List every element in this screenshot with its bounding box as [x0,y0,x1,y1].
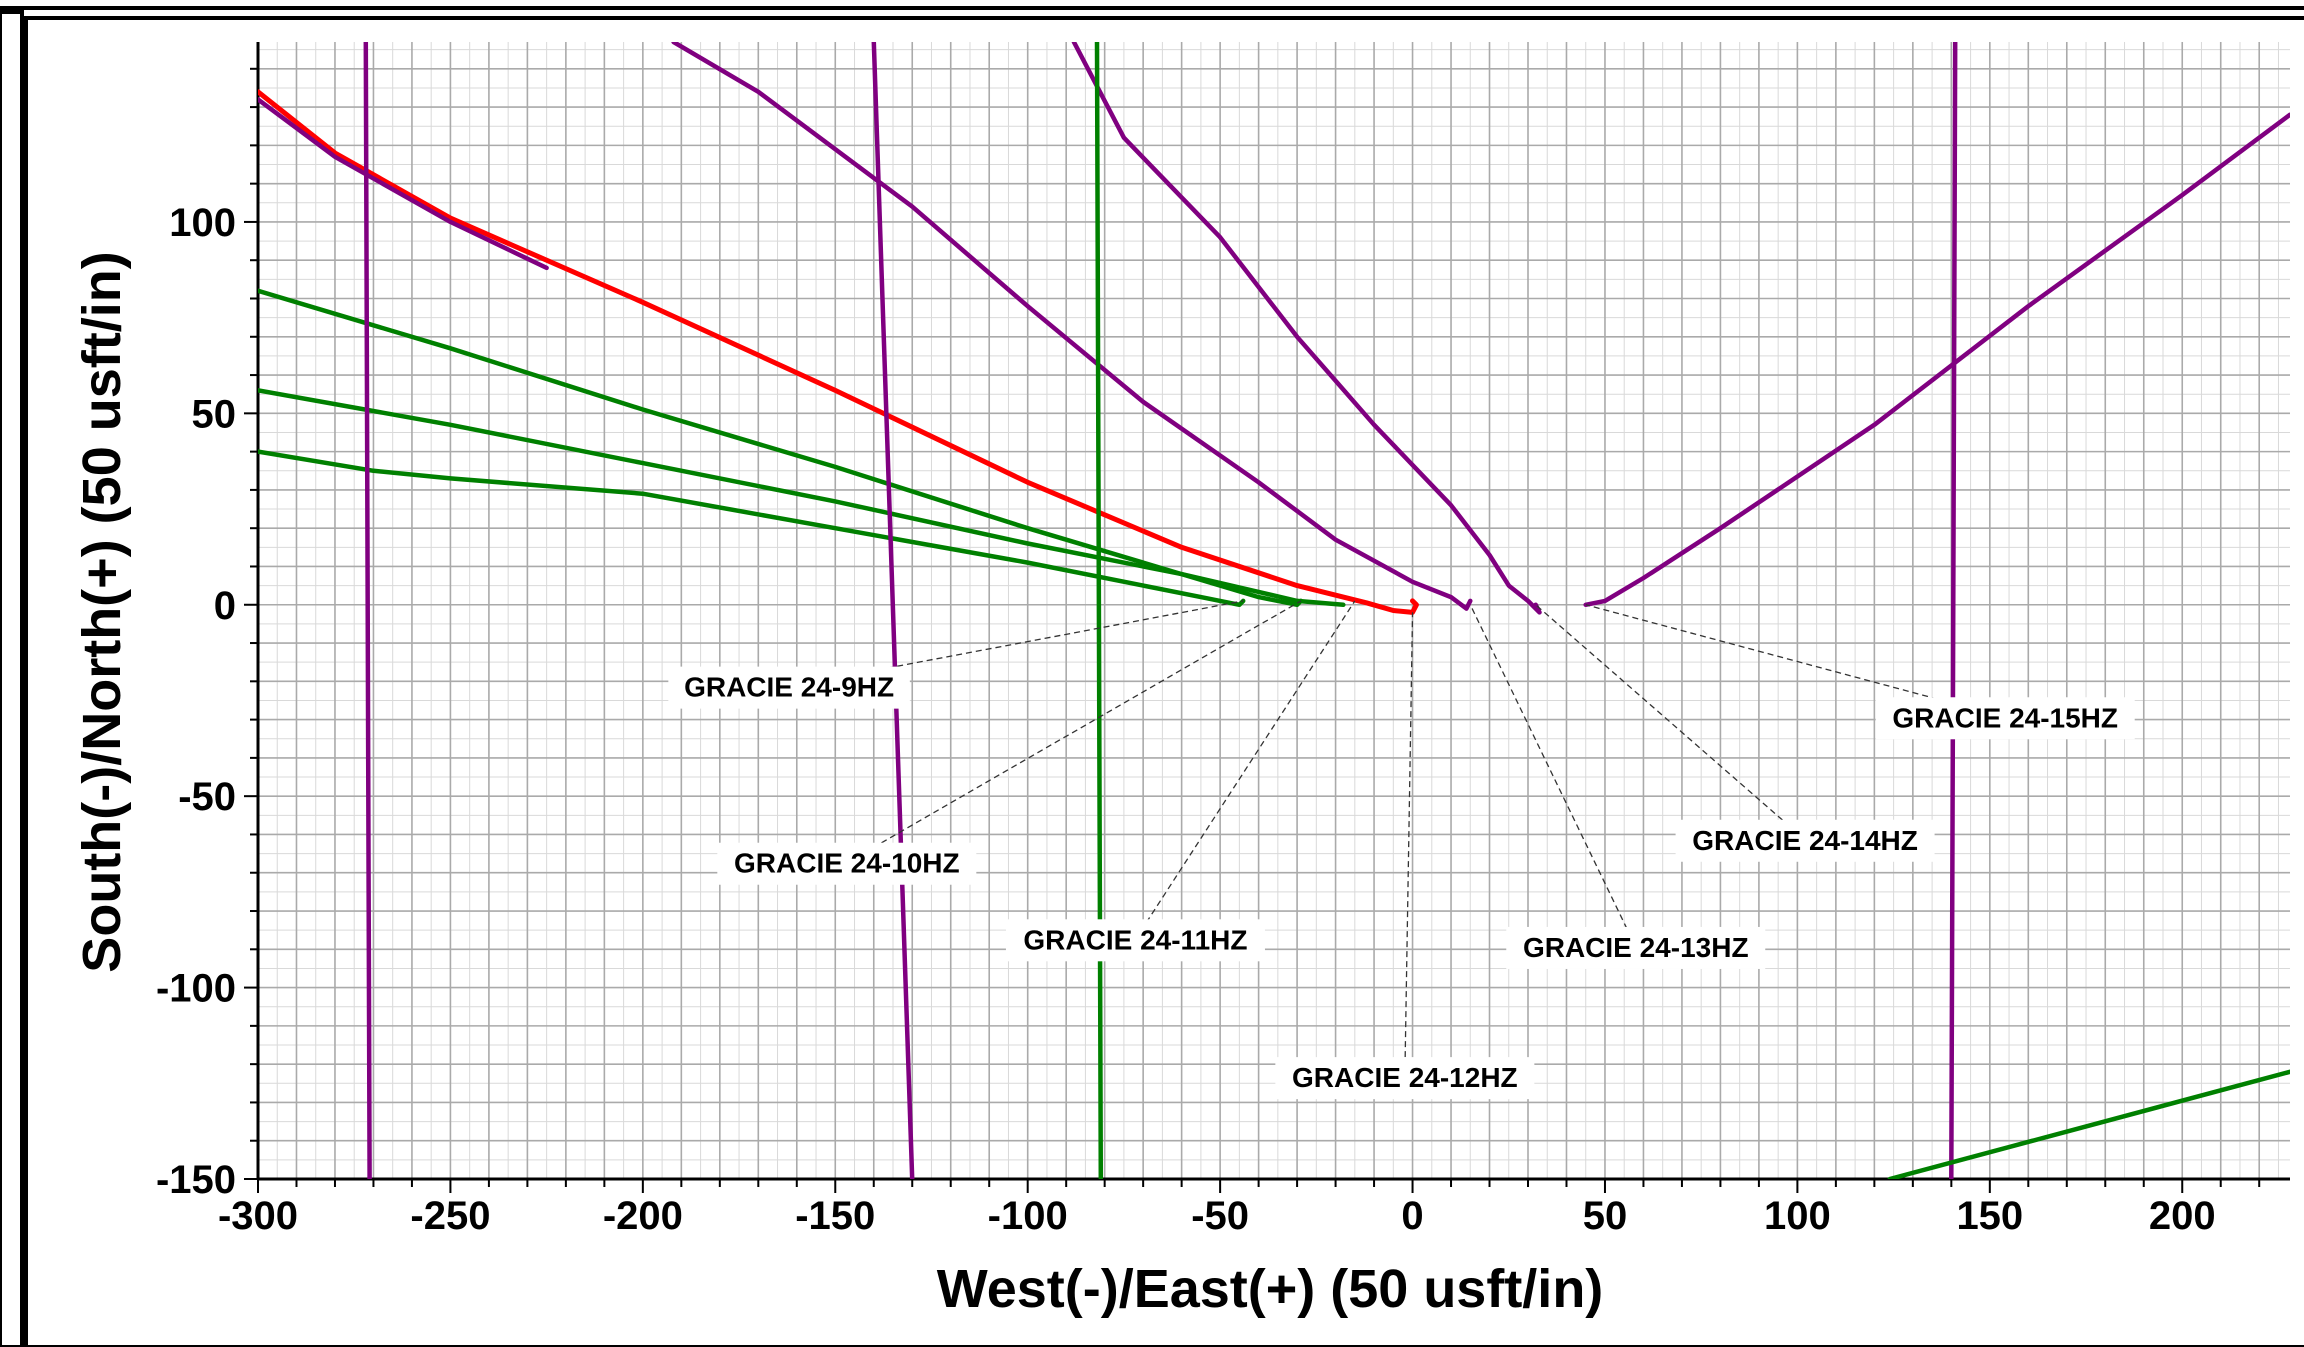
y-tick-label: -50 [178,775,236,819]
well-path-9 [363,42,372,1179]
x-tick-label: 150 [1956,1194,2023,1238]
x-tick-label: -100 [988,1194,1068,1238]
major-grid [257,42,2290,1180]
left-panel-edge [0,10,24,1347]
well-path-7 [1071,42,1542,615]
well-path-4 [258,449,1246,608]
y-tick-label: -150 [156,1158,236,1202]
y-axis-title: South(-)/North(+) (50 usft/in) [72,251,132,972]
well-path-3 [258,388,1304,608]
x-tick-label: -50 [1191,1194,1249,1238]
well-label-box [1875,697,2135,740]
well-label-box [668,666,910,709]
y-tick-labels: -150 -100 -50 0 50 100 [156,201,236,1202]
axis-ticks [244,67,2261,1193]
x-tick-label: -150 [795,1194,875,1238]
well-label-box [1675,819,1935,862]
leader-line [788,600,1244,688]
well-label: GRACIE 24-12HZ [1292,1062,1518,1093]
plot-frame [24,16,2304,1347]
well-label: GRACIE 24-15HZ [1892,702,2118,733]
well-path-8 [1583,112,2290,608]
leader-line [1469,604,1637,948]
x-axis-title: West(-)/East(+) (50 usft/in) [937,1259,1604,1319]
well-path-6 [671,42,1473,611]
leader-line [1134,600,1356,940]
well-label-box [1005,919,1265,962]
well-path-13 [1887,1069,2290,1179]
x-tick-label: -300 [218,1194,298,1238]
leader-line [1535,604,1806,841]
leader-line [846,600,1302,864]
well-path-1 [258,89,1419,615]
well-label-box [1506,926,1766,969]
x-tick-label: 0 [1401,1194,1423,1238]
y-tick-label: 100 [169,201,236,245]
well-path-10 [871,42,915,1179]
series-layer [258,42,2290,1179]
well-label: GRACIE 24-10HZ [734,848,960,879]
well-label: GRACIE 24-9HZ [684,672,894,703]
axes [256,42,2290,1181]
minor-grid [258,42,2290,1179]
well-path-11 [1094,42,1104,1179]
annotation-layer: GRACIE 24-9HZ GRACIE 24-10HZ GRACIE 24-11H… [668,600,2135,1100]
y-tick-label: 50 [192,392,237,436]
well-label: GRACIE 24-14HZ [1692,825,1918,856]
x-tick-label: -200 [603,1194,683,1238]
well-label-box [1275,1057,1535,1100]
x-tick-label: -250 [410,1194,490,1238]
well-label: GRACIE 24-11HZ [1023,924,1247,955]
well-path-12 [1949,42,1958,1179]
x-tick-labels: -300 -250 -200 -150 -100 -50 0 50 100 150 200 [218,1194,2216,1238]
y-tick-label: 0 [214,584,236,628]
well-path-5 [258,97,549,271]
well-label: GRACIE 24-13HZ [1523,932,1749,963]
well-path-2 [258,288,1346,608]
x-tick-label: 200 [2149,1194,2216,1238]
x-tick-label: 100 [1764,1194,1831,1238]
y-tick-label: -100 [156,967,236,1011]
well-label-box [717,842,977,885]
leader-line [1404,612,1414,1078]
x-tick-label: 50 [1583,1194,1628,1238]
